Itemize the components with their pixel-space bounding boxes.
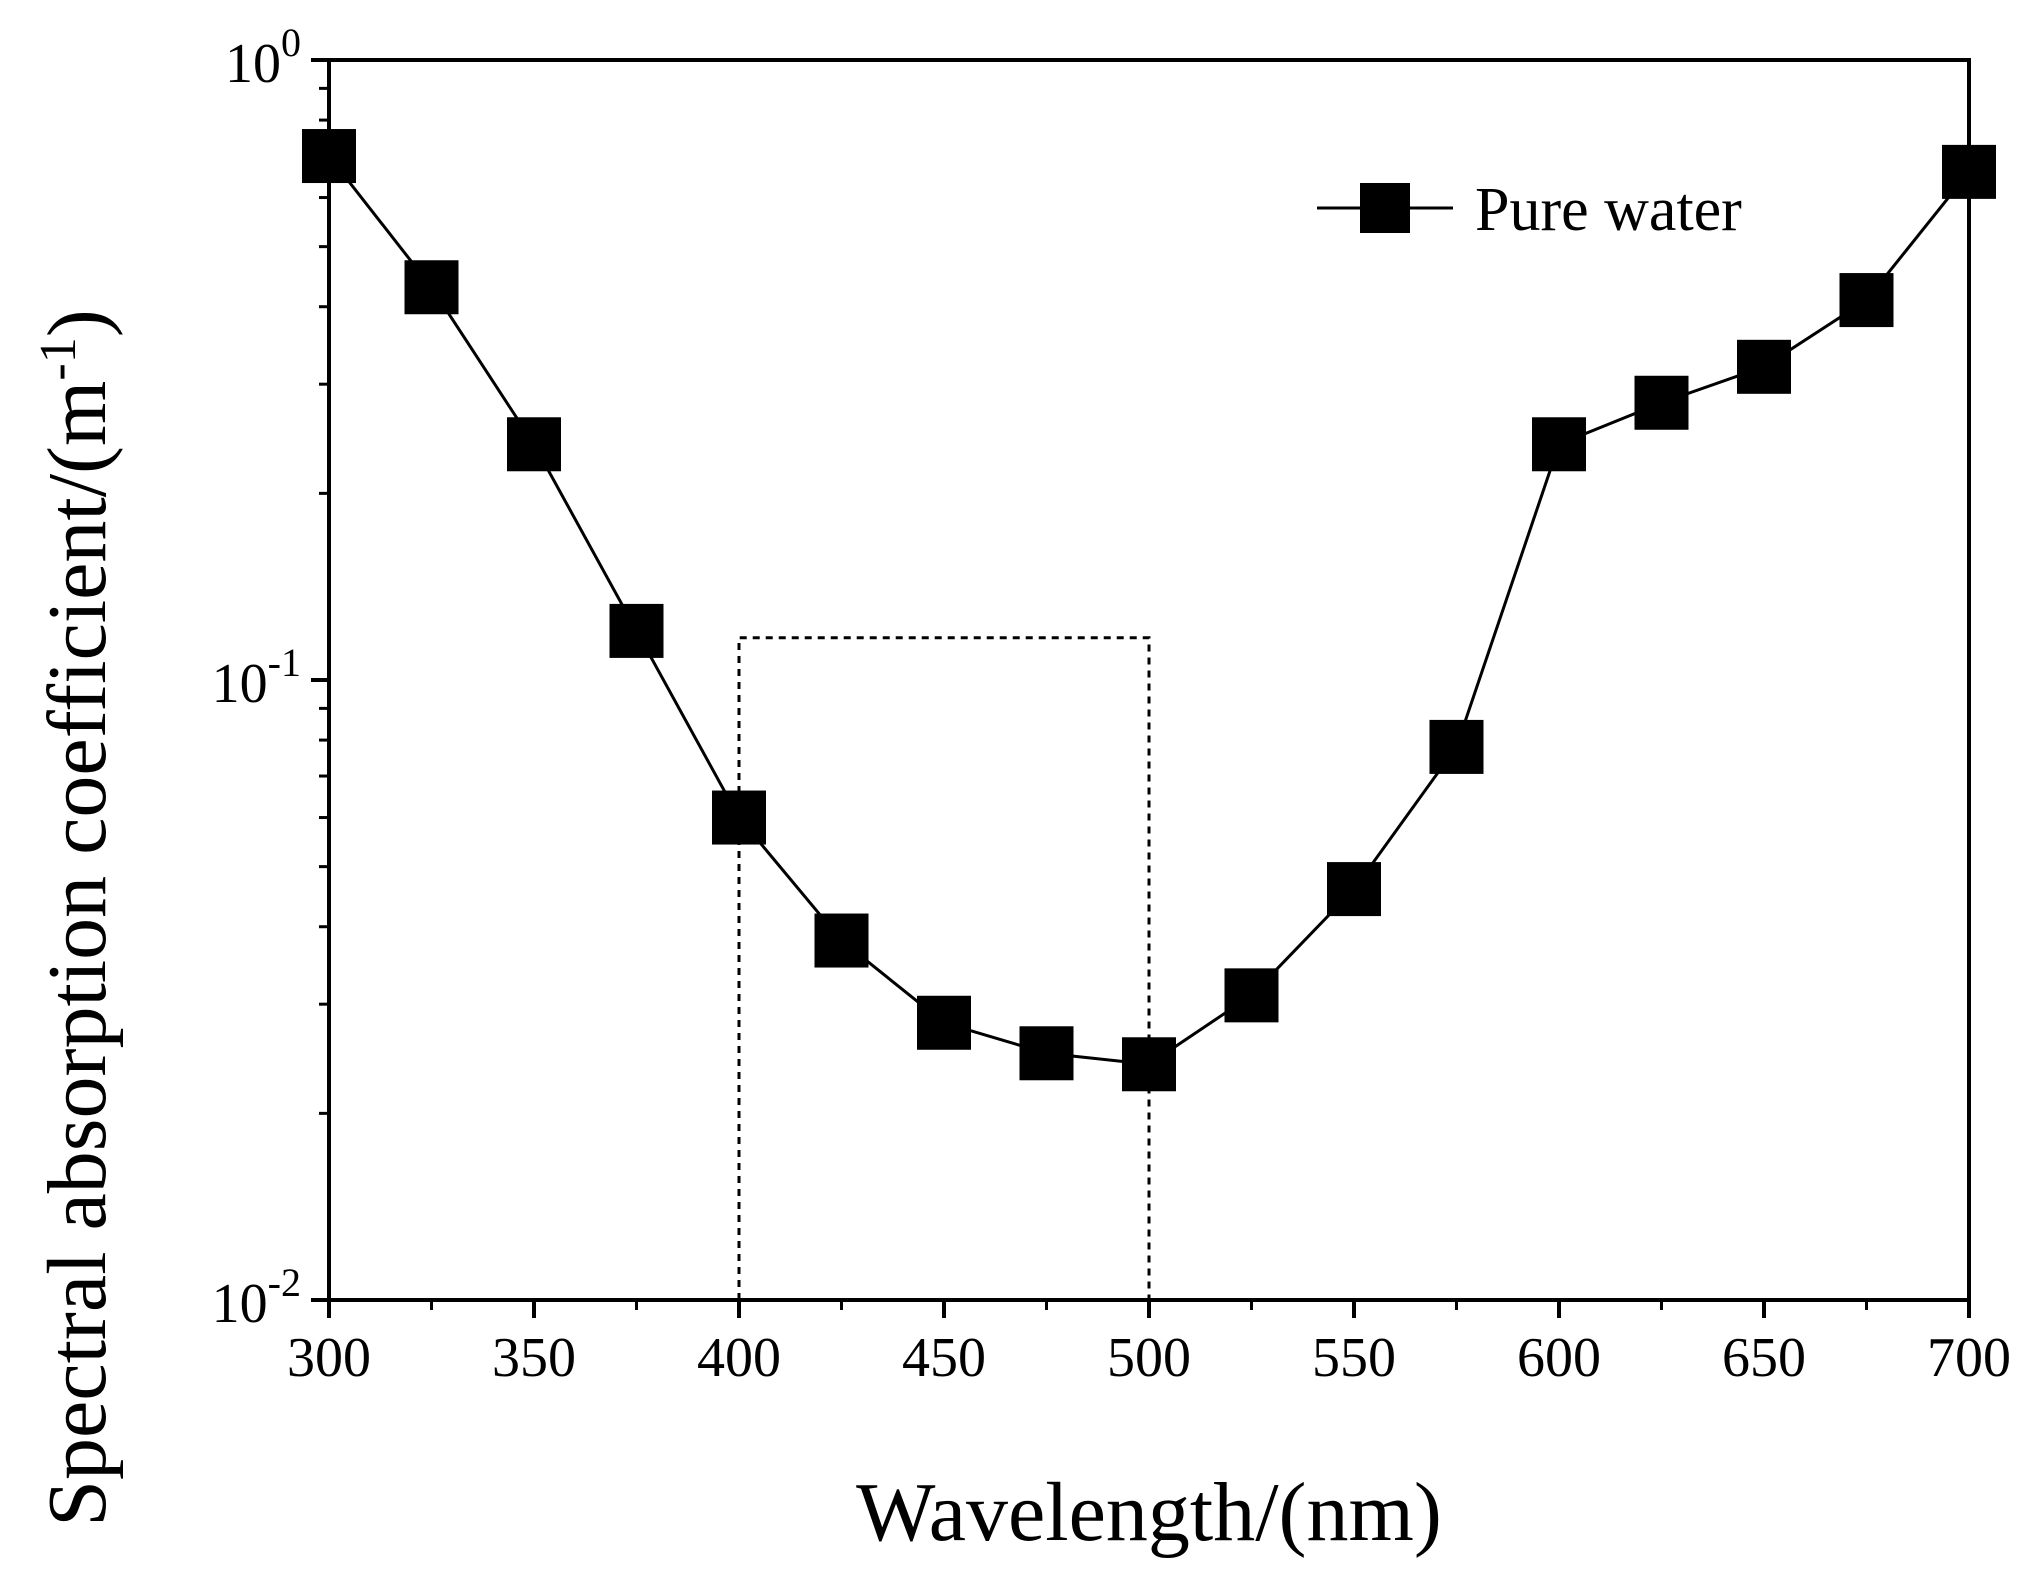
data-point-450 bbox=[917, 995, 971, 1050]
y-tick-label-0: 100 bbox=[225, 20, 301, 95]
data-point-625 bbox=[1634, 375, 1689, 430]
data-point-300 bbox=[302, 129, 356, 184]
data-point-700 bbox=[1942, 144, 1996, 199]
data-point-325 bbox=[404, 260, 459, 315]
data-point-375 bbox=[609, 603, 664, 658]
x-axis-title: Wavelength/(nm) bbox=[856, 1466, 1442, 1559]
x-tick-label-600: 600 bbox=[1517, 1327, 1601, 1389]
plot-area: 300 350 400 450 500 550 600 650 700 10-2 10-1 100 bbox=[212, 20, 2011, 1389]
x-tick-label-700: 700 bbox=[1927, 1327, 2011, 1389]
x-tick-label-450: 450 bbox=[902, 1327, 986, 1389]
data-point-400 bbox=[712, 790, 766, 845]
legend-marker bbox=[1360, 183, 1410, 233]
x-tick-label-500: 500 bbox=[1107, 1327, 1191, 1389]
data-point-675 bbox=[1839, 273, 1894, 328]
x-tick-label-300: 300 bbox=[287, 1327, 371, 1389]
y-axis-title-superscript: -1 bbox=[30, 337, 87, 380]
data-point-525 bbox=[1224, 968, 1279, 1023]
x-tick-label-400: 400 bbox=[697, 1327, 781, 1389]
y-axis-title: Spectral absorption coefficient/(m-1) bbox=[30, 309, 124, 1526]
data-point-600 bbox=[1532, 417, 1586, 472]
x-tick-label-350: 350 bbox=[492, 1327, 576, 1389]
dotted-highlight-box bbox=[737, 636, 1151, 1300]
y-tick-label--2: 10-2 bbox=[212, 1260, 301, 1335]
x-tick-label-650: 650 bbox=[1722, 1327, 1806, 1389]
data-point-500 bbox=[1122, 1037, 1176, 1092]
legend: Pure water bbox=[1317, 176, 1742, 244]
legend-label: Pure water bbox=[1475, 176, 1742, 244]
x-tick-label-550: 550 bbox=[1312, 1327, 1396, 1389]
y-axis-title-main: Spectral absorption coefficient/(m bbox=[31, 381, 124, 1527]
y-axis-title-close: ) bbox=[31, 309, 124, 337]
series-line-0 bbox=[327, 155, 1971, 1066]
data-point-350 bbox=[507, 417, 561, 472]
data-point-575 bbox=[1429, 719, 1484, 774]
data-point-475 bbox=[1019, 1026, 1074, 1081]
y-tick-label--1: 10-1 bbox=[212, 640, 301, 715]
data-point-425 bbox=[814, 913, 869, 968]
data-point-550 bbox=[1327, 862, 1381, 917]
data-point-650 bbox=[1737, 339, 1791, 394]
